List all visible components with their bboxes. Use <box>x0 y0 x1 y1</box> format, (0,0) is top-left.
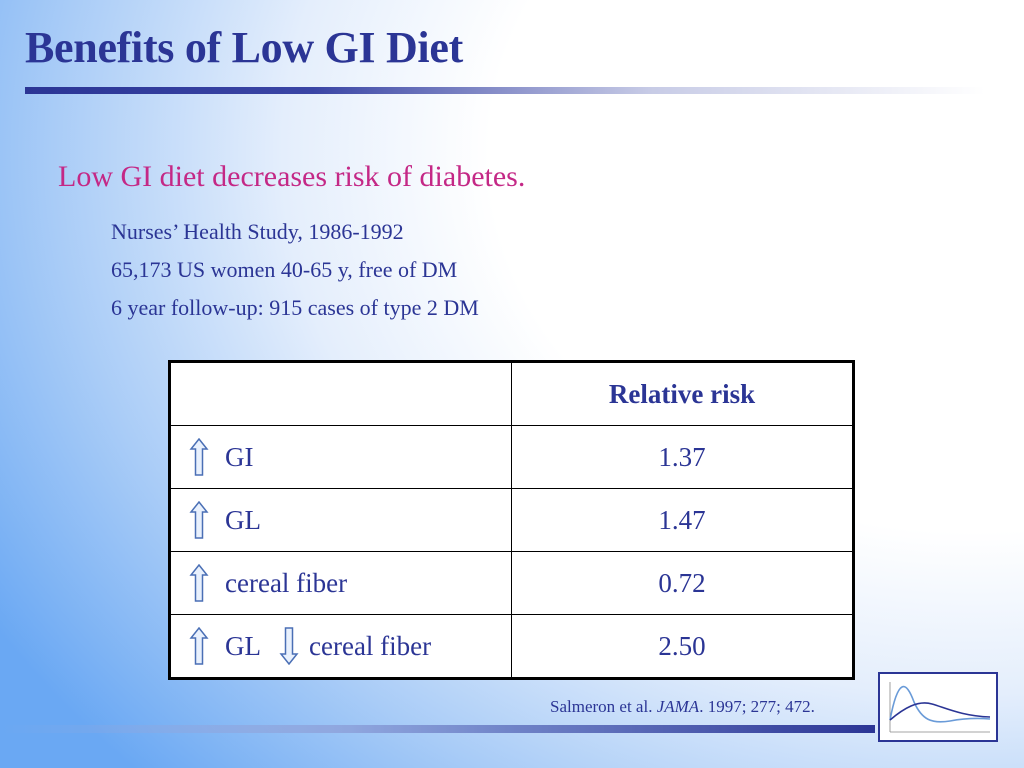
title-underline <box>25 87 985 94</box>
row-label: cereal fiber <box>225 567 348 598</box>
table-row: GL 1.47 <box>169 488 854 552</box>
study-detail-item: 65,173 US women 40-65 y, free of DM <box>111 257 458 282</box>
curve-thumbnail <box>889 682 991 733</box>
footer-rule <box>0 725 875 733</box>
table-row: GI 1.37 <box>169 425 854 489</box>
down-arrow-icon <box>279 627 299 665</box>
table-row: cereal fiber 0.72 <box>169 551 854 615</box>
up-arrow-icon <box>189 501 209 539</box>
slide-title: Benefits of Low GI Diet <box>25 23 463 72</box>
citation-authors: Salmeron et al. <box>550 697 653 716</box>
header-cell-empty <box>169 361 512 426</box>
up-arrow-icon <box>189 438 209 476</box>
up-arrow-icon <box>189 627 209 665</box>
slide-subtitle: Low GI diet decreases risk of diabetes. <box>58 160 526 193</box>
row-value: 1.47 <box>511 488 854 552</box>
relative-risk-table: Relative risk GI 1.37 GL 1.47 cereal fib… <box>168 360 855 680</box>
row-label: GL <box>225 630 261 661</box>
row-label: GL <box>225 504 261 535</box>
study-detail-item: Nurses’ Health Study, 1986-1992 <box>111 219 404 244</box>
glycemic-response-curves-icon <box>878 672 998 742</box>
row-label: GI <box>225 441 254 472</box>
citation-details: . 1997; 277; 472. <box>699 697 815 716</box>
up-arrow-icon <box>189 564 209 602</box>
table-row: GL cereal fiber 2.50 <box>169 614 854 679</box>
row-value: 1.37 <box>511 425 854 489</box>
header-relative-risk: Relative risk <box>511 361 854 426</box>
study-detail-item: 6 year follow-up: 915 cases of type 2 DM <box>111 295 479 320</box>
study-details-list: Nurses’ Health Study, 1986-1992 65,173 U… <box>111 213 479 327</box>
citation-journal: JAMA <box>656 697 700 716</box>
row-value: 0.72 <box>511 551 854 615</box>
row-value: 2.50 <box>511 614 854 679</box>
citation: Salmeron et al. JAMA. 1997; 277; 472. <box>550 697 815 717</box>
row-label-secondary: cereal fiber <box>309 630 432 661</box>
table-header-row: Relative risk <box>169 361 854 426</box>
